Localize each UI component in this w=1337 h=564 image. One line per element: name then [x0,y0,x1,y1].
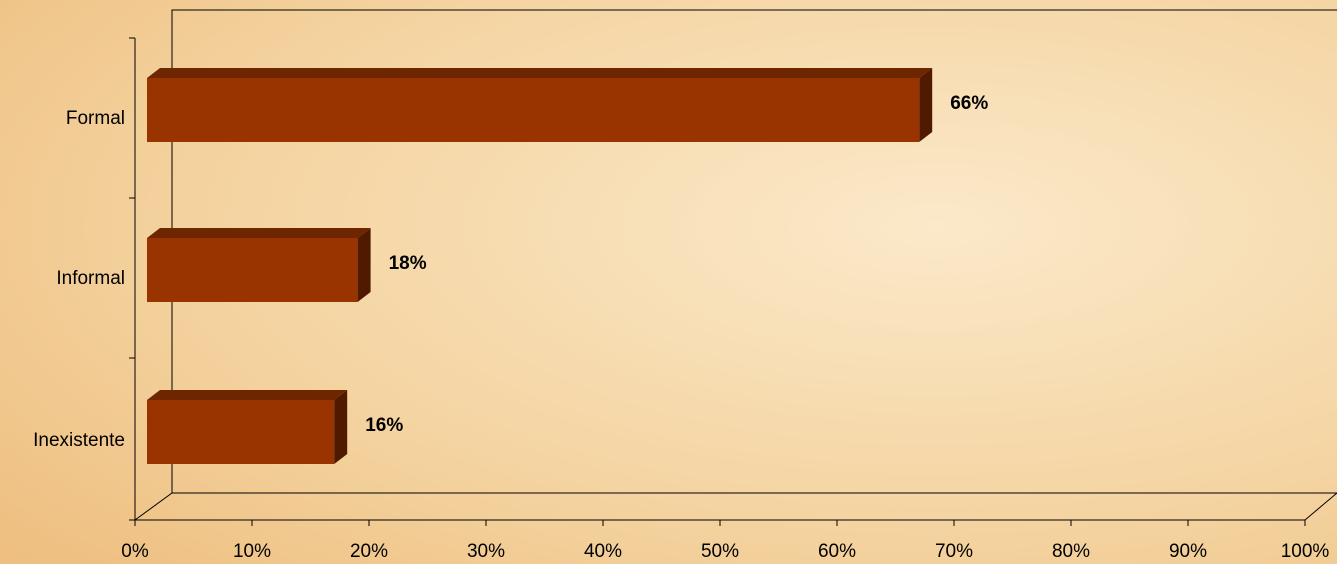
x-tick-label: 40% [584,541,622,562]
y-tick-label: Formal [66,108,125,129]
bar [147,400,335,464]
bar-side [334,390,348,464]
x-tick-label: 10% [233,541,271,562]
x-tick-label: 30% [467,541,505,562]
floor-edge [1304,492,1337,521]
y-tick-label: Inexistente [33,430,125,451]
x-tick-label: 80% [1052,541,1090,562]
back-wall [171,9,1337,493]
bar-side [919,68,933,142]
bar-top [147,228,371,238]
bar-side [357,228,371,302]
x-tick-label: 20% [350,541,388,562]
bar-top [147,390,348,400]
bar-top [147,68,933,78]
value-label: 18% [389,253,427,274]
bar [147,238,358,302]
value-label: 16% [365,415,403,436]
x-tick-label: 0% [121,541,149,562]
floor-back [134,492,1337,521]
x-tick-label: 60% [818,541,856,562]
value-label: 66% [950,93,988,114]
x-tick-label: 90% [1169,541,1207,562]
bar [147,78,920,142]
x-tick-label: 100% [1281,541,1330,562]
x-tick-label: 50% [701,541,739,562]
y-tick-label: Informal [56,268,125,289]
x-tick-label: 70% [935,541,973,562]
